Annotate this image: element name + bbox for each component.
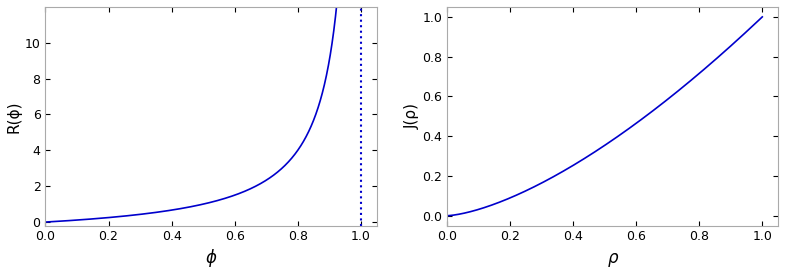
Y-axis label: J(ρ): J(ρ): [404, 103, 419, 129]
Y-axis label: R(ϕ): R(ϕ): [7, 100, 22, 133]
X-axis label: ρ: ρ: [608, 249, 618, 267]
X-axis label: ϕ: ϕ: [206, 249, 217, 267]
